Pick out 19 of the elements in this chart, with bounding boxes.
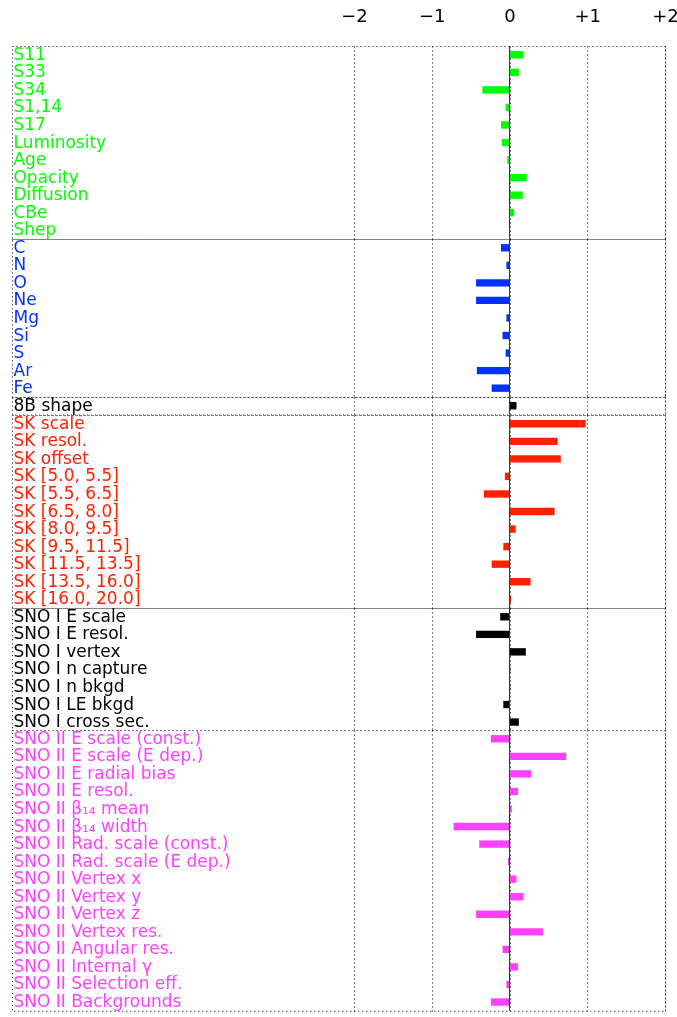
y-tick-label: CBe — [13, 201, 48, 222]
y-tick-label: SNO II Angular res. — [13, 938, 174, 959]
x-tick-label: −1 — [419, 5, 446, 27]
y-tick-label: SNO I vertex — [13, 640, 121, 661]
y-tick-label: SNO II Backgrounds — [13, 991, 182, 1012]
y-tick-label: Ne — [13, 289, 37, 310]
x-tick-label: −2 — [341, 5, 368, 27]
y-tick-label: S11 — [13, 43, 46, 64]
x-tick-label: +1 — [574, 5, 602, 27]
y-tick-label: SNO II E scale (E dep.) — [13, 745, 204, 766]
y-tick-label: SNO II β₁₄ mean — [13, 798, 150, 819]
y-tick-label: SNO I n capture — [13, 658, 148, 678]
y-tick-label: Luminosity — [13, 131, 107, 152]
x-tick-label: 0 — [504, 5, 516, 27]
y-tick-label: SNO II E resol. — [13, 780, 134, 801]
y-tick-label: Age — [13, 149, 47, 170]
y-tick-label: SNO I E resol. — [13, 622, 129, 643]
x-tick-label: +2 — [652, 5, 677, 27]
y-tick-label: SK resol. — [13, 429, 88, 450]
